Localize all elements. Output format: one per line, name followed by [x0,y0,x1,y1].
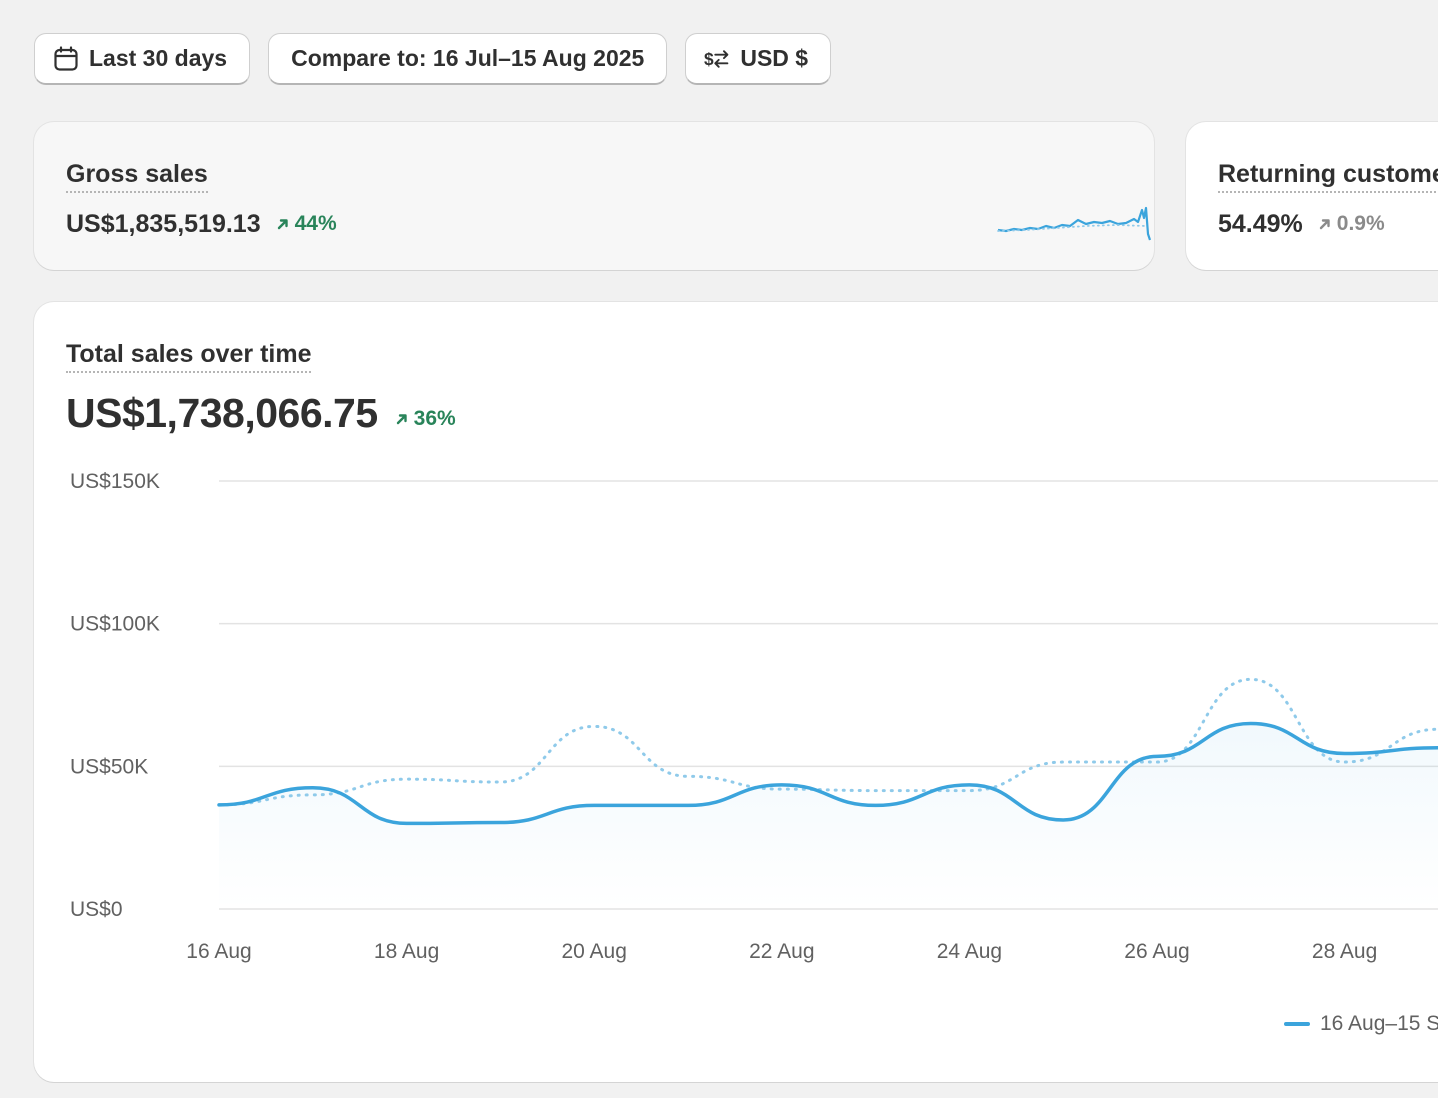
arrow-up-right-icon [396,414,407,425]
gross-sales-delta: 44% [275,212,337,236]
total-sales-value: US$1,738,066.75 [66,390,378,436]
chart-legend[interactable]: 16 Aug–15 Sep 2025 [1284,1012,1438,1036]
y-tick-label: US$150K [70,470,160,493]
compare-button[interactable]: Compare to: 16 Jul–15 Aug 2025 [268,33,668,85]
x-tick-label: 16 Aug [186,940,251,963]
y-tick-label: US$100K [70,613,160,636]
returning-customer-delta-value: 0.9% [1336,212,1385,235]
legend-label-current: 16 Aug–15 Sep 2025 [1320,1012,1438,1035]
calendar-icon [53,45,79,72]
comparison-series-line[interactable] [217,677,1438,807]
gross-sales-delta-value: 44% [294,212,337,235]
returning-customer-card[interactable]: Returning customer rate 54.49% 0.9% [1186,122,1438,270]
x-tick-label: 22 Aug [749,940,814,963]
current-series-area [219,723,1438,909]
date-range-button[interactable]: Last 30 days [34,33,251,85]
gross-sales-value: US$1,835,519.13 [66,210,261,238]
arrow-up-right-icon [1319,219,1330,230]
x-tick-label: 18 Aug [374,940,439,963]
arrow-up-right-icon [277,219,288,230]
current-series-line[interactable] [217,721,1438,826]
filter-bar: Last 30 days Compare to: 16 Jul–15 Aug 2… [34,33,832,85]
gross-sales-card[interactable]: Gross sales US$1,835,519.13 44% [34,122,1154,270]
total-sales-value-row: US$1,738,066.75 36% [66,390,456,437]
y-tick-label: US$0 [70,898,123,921]
x-tick-label: 20 Aug [561,940,626,963]
legend-swatch-current [1284,1022,1310,1026]
x-tick-label: 26 Aug [1124,940,1189,963]
total-sales-delta: 36% [394,407,456,431]
returning-customer-title[interactable]: Returning customer rate [1218,160,1438,193]
gross-sales-title[interactable]: Gross sales [66,160,208,193]
svg-text:$: $ [704,49,714,69]
returning-customer-value-row: 54.49% 0.9% [1218,210,1385,239]
currency-button[interactable]: $ USD $ [685,33,832,85]
currency-label: USD $ [740,45,809,71]
returning-customer-delta: 0.9% [1317,212,1385,236]
y-tick-label: US$50K [70,755,148,778]
total-sales-card: Total sales over time US$1,738,066.75 36… [34,302,1438,1082]
returning-customer-value: 54.49% [1218,210,1303,238]
total-sales-chart[interactable]: US$0 US$50K US$100K US$150K 16 Aug 18 Aug 20 … [34,302,1438,1082]
date-range-label: Last 30 days [89,45,228,71]
gross-sales-value-row: US$1,835,519.13 44% [66,210,337,239]
total-sales-delta-value: 36% [413,407,456,430]
total-sales-title[interactable]: Total sales over time [66,340,312,373]
x-tick-label: 28 Aug [1312,940,1377,963]
gross-sales-sparkline [997,206,1152,241]
swap-arrows-icon: $ [704,46,730,72]
compare-label: Compare to: 16 Jul–15 Aug 2025 [291,45,645,71]
x-tick-label: 24 Aug [937,940,1002,963]
